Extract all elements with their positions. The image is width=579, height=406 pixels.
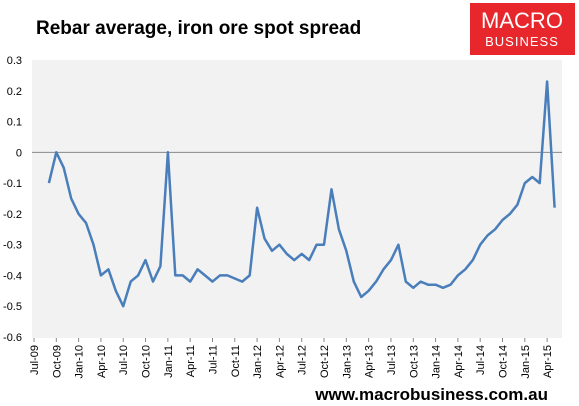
x-tick-label: Oct-13	[408, 345, 420, 378]
y-tick-label: -0.5	[3, 301, 22, 313]
x-tick-label: Jan-11	[163, 345, 175, 378]
y-tick-label: -0.1	[3, 178, 22, 190]
x-tick-label: Jan-10	[74, 345, 86, 379]
x-tick-label: Apr-15	[542, 345, 554, 378]
y-tick-label: 0.1	[7, 117, 22, 129]
x-tick-label: Jan-12	[252, 345, 264, 379]
x-tick-label: Oct-14	[498, 345, 510, 378]
x-tick-label: Apr-11	[185, 345, 197, 377]
x-tick-label: Oct-11	[230, 345, 242, 377]
y-tick-label: 0.2	[7, 86, 22, 98]
x-tick-label: Oct-09	[51, 345, 63, 378]
x-tick-label: Jan-15	[520, 345, 532, 379]
x-tick-label: Jul-12	[297, 345, 309, 375]
x-tick-label: Jul-09	[29, 345, 41, 375]
y-tick-label: -0.6	[3, 332, 22, 344]
y-tick-label: -0.2	[3, 209, 22, 221]
chart-title: Rebar average, iron ore spot spread	[36, 18, 361, 39]
x-tick-label: Apr-10	[96, 345, 108, 378]
x-tick-label: Jul-10	[118, 345, 130, 375]
y-tick-label: -0.4	[3, 270, 22, 282]
logo-box	[470, 3, 575, 55]
logo-text: MACRO	[481, 8, 563, 33]
x-tick-label: Jul-14	[475, 345, 487, 375]
x-tick-label: Jan-14	[431, 345, 443, 379]
x-tick-label: Oct-12	[319, 345, 331, 378]
y-tick-label: -0.3	[3, 240, 22, 252]
x-tick-label: Apr-13	[364, 345, 376, 378]
footer: www.macrobusiness.com.au	[314, 385, 548, 404]
plot-area	[32, 60, 562, 338]
x-tick-label: Apr-14	[453, 345, 465, 378]
logo-text: BUSINESS	[485, 34, 559, 49]
x-tick-label: Apr-12	[274, 345, 286, 378]
x-tick-label: Jul-11	[207, 345, 219, 374]
x-tick-label: Jul-13	[386, 345, 398, 375]
y-tick-label: 0.3	[7, 55, 22, 67]
y-tick-label: 0	[16, 147, 22, 159]
data-line	[47, 80, 556, 308]
x-tick-label: Oct-10	[141, 345, 153, 378]
x-tick-label: Jan-13	[341, 345, 353, 379]
